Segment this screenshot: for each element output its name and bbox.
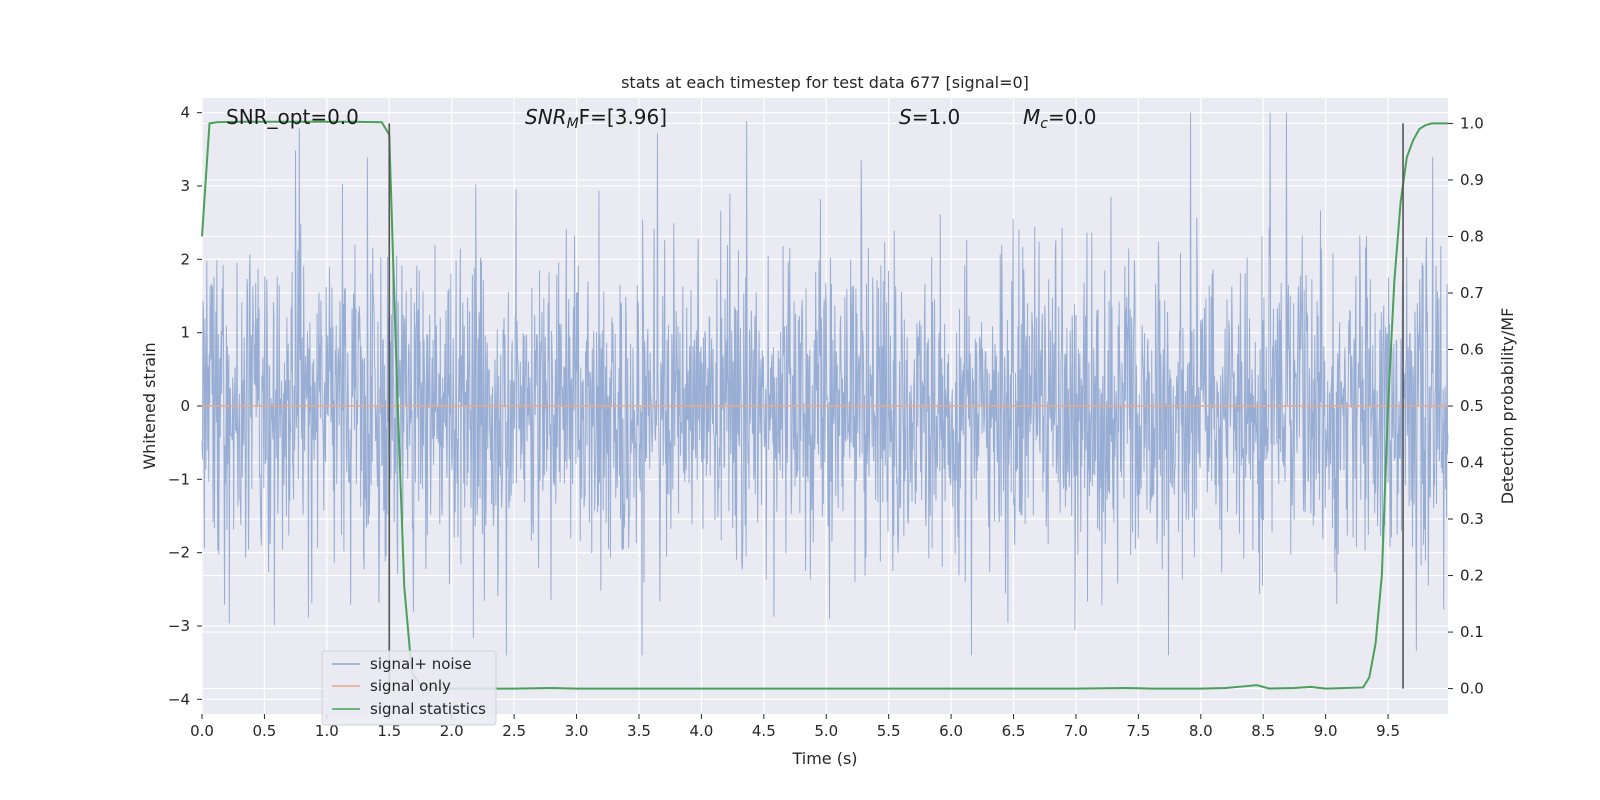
series-signal-statistics — [201, 120, 1448, 690]
y-left-tick-label: 3 — [180, 177, 190, 195]
vertical-markers — [388, 123, 1404, 689]
chart-title: stats at each timestep for test data 677… — [621, 73, 1029, 92]
y-left-tick-label: 0 — [180, 397, 190, 415]
x-tick-label: 8.5 — [1251, 722, 1275, 740]
x-tick-label: 7.0 — [1064, 722, 1088, 740]
y-left-tick-label: 4 — [180, 104, 190, 122]
x-tick-label: 4.0 — [689, 722, 713, 740]
x-tick-label: 3.0 — [565, 722, 589, 740]
legend: signal+ noise signal only signal statist… — [321, 650, 497, 726]
y-right-tick-label: 0.5 — [1460, 397, 1484, 415]
y-right-tick-label: 0.1 — [1460, 623, 1484, 641]
x-tick-label: 2.5 — [502, 722, 526, 740]
x-tick-label: 5.5 — [877, 722, 901, 740]
y-left-tick-label: 1 — [180, 324, 190, 342]
x-tick-label: 0.0 — [190, 722, 214, 740]
y-left-tick-label: −4 — [168, 690, 190, 708]
x-tick-label: 7.5 — [1126, 722, 1150, 740]
series-lines — [201, 120, 1448, 690]
legend-box — [321, 650, 497, 726]
annotation-snr-opt: SNR_opt=0.0 — [226, 105, 359, 129]
y-right-tick-label: 0.2 — [1460, 567, 1484, 585]
legend-label-signal-statistics: signal statistics — [370, 700, 486, 718]
x-tick-label: 6.0 — [939, 722, 963, 740]
y-right-tick-label: 0.8 — [1460, 227, 1484, 245]
series-signal-noise — [201, 112, 1449, 656]
x-tick-label: 6.5 — [1002, 722, 1026, 740]
x-tick-label: 1.0 — [315, 722, 339, 740]
y-right-tick-label: 0.3 — [1460, 510, 1484, 528]
x-tick-label: 2.0 — [440, 722, 464, 740]
annotation-mc: Mc=0.0 — [1023, 105, 1097, 132]
x-tick-label: 8.0 — [1189, 722, 1213, 740]
y-left-axis-label: Whitened strain — [140, 342, 159, 469]
annotation-snr-mf: SNRMF=[3.96] — [525, 105, 667, 132]
y-right-tick-label: 0.6 — [1460, 340, 1484, 358]
x-tick-label: 5.0 — [814, 722, 838, 740]
y-right-tick-label: 0.0 — [1460, 680, 1484, 698]
signal-noise-trace — [201, 112, 1449, 656]
x-tick-label: 9.0 — [1314, 722, 1338, 740]
x-tick-label: 3.5 — [627, 722, 651, 740]
y-left-tick-label: 2 — [180, 250, 190, 268]
y-right-tick-label: 0.4 — [1460, 454, 1484, 472]
x-tick-label: 9.5 — [1376, 722, 1400, 740]
x-tick-label: 0.5 — [252, 722, 276, 740]
y-left-axis-ticks: −4 −3 −2 −1 0 1 2 3 4 — [168, 104, 202, 708]
x-axis-ticks: 0.0 0.5 1.0 1.5 2.0 2.5 3.0 3.5 4.0 4.5 5.0 5.5 6.0 6… — [190, 714, 1400, 740]
y-right-axis-label: Detection probability/MF — [1498, 308, 1517, 505]
y-right-axis-ticks: 0.0 0.1 0.2 0.3 0.4 0.5 0.6 0.7 0.8 0.9 1.0 — [1448, 114, 1484, 698]
y-left-tick-label: −1 — [168, 470, 190, 488]
y-left-tick-label: −3 — [168, 617, 190, 635]
y-right-tick-label: 0.7 — [1460, 284, 1484, 302]
legend-label-signal-only: signal only — [370, 677, 451, 695]
y-right-tick-label: 1.0 — [1460, 114, 1484, 132]
y-right-tick-label: 0.9 — [1460, 171, 1484, 189]
annotation-s: S=1.0 — [899, 105, 960, 129]
x-tick-label: 1.5 — [377, 722, 401, 740]
y-left-tick-label: −2 — [168, 544, 190, 562]
x-axis-label: Time (s) — [791, 749, 857, 768]
legend-label-signal-noise: signal+ noise — [370, 655, 472, 673]
x-tick-label: 4.5 — [752, 722, 776, 740]
